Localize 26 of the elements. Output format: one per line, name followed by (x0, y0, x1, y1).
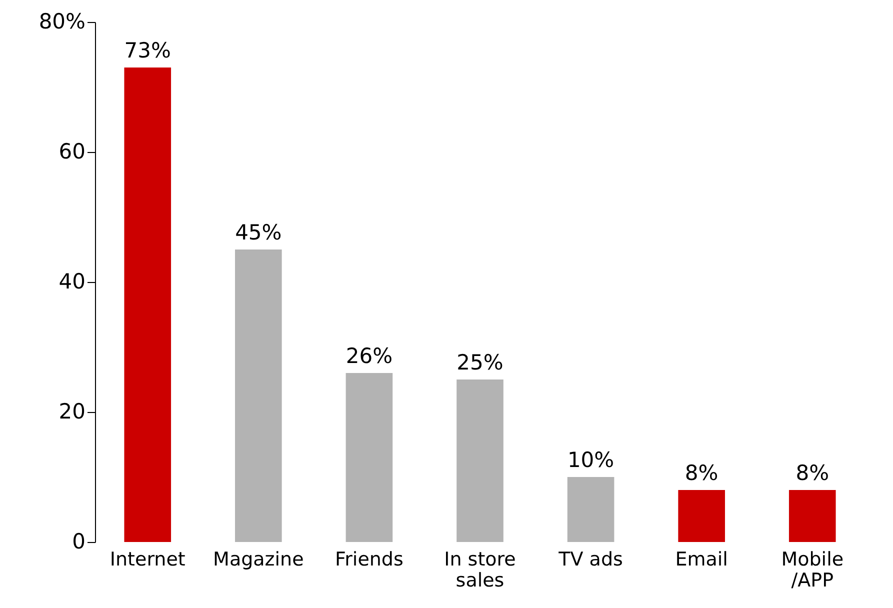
data-label: 73% (124, 38, 171, 62)
data-label: 8% (796, 461, 830, 485)
x-tick-label: Mobile /APP (781, 548, 844, 592)
bar (788, 490, 836, 542)
x-tick-label: In store sales (444, 548, 516, 592)
x-tick-label: Friends (335, 548, 404, 570)
bar (456, 380, 504, 542)
bar (678, 490, 725, 542)
bar (124, 68, 172, 542)
x-tick-label: Email (675, 548, 728, 570)
bar (567, 477, 614, 542)
x-tick-label: Internet (110, 548, 186, 570)
y-tick-label: 80% (38, 10, 86, 34)
bar (346, 373, 393, 542)
data-label: 26% (346, 344, 393, 368)
data-label: 10% (567, 448, 614, 472)
data-label: 8% (684, 461, 718, 485)
x-tick-label: TV ads (558, 548, 623, 570)
y-tick-label: 60 (58, 140, 86, 164)
y-tick-label: 40 (58, 270, 86, 294)
y-tick-label: 0 (72, 530, 86, 554)
y-tick-label: 20 (58, 400, 86, 424)
bar (235, 250, 282, 542)
data-label: 45% (235, 220, 282, 244)
x-tick-label: Magazine (213, 548, 304, 570)
data-label: 25% (456, 350, 504, 374)
